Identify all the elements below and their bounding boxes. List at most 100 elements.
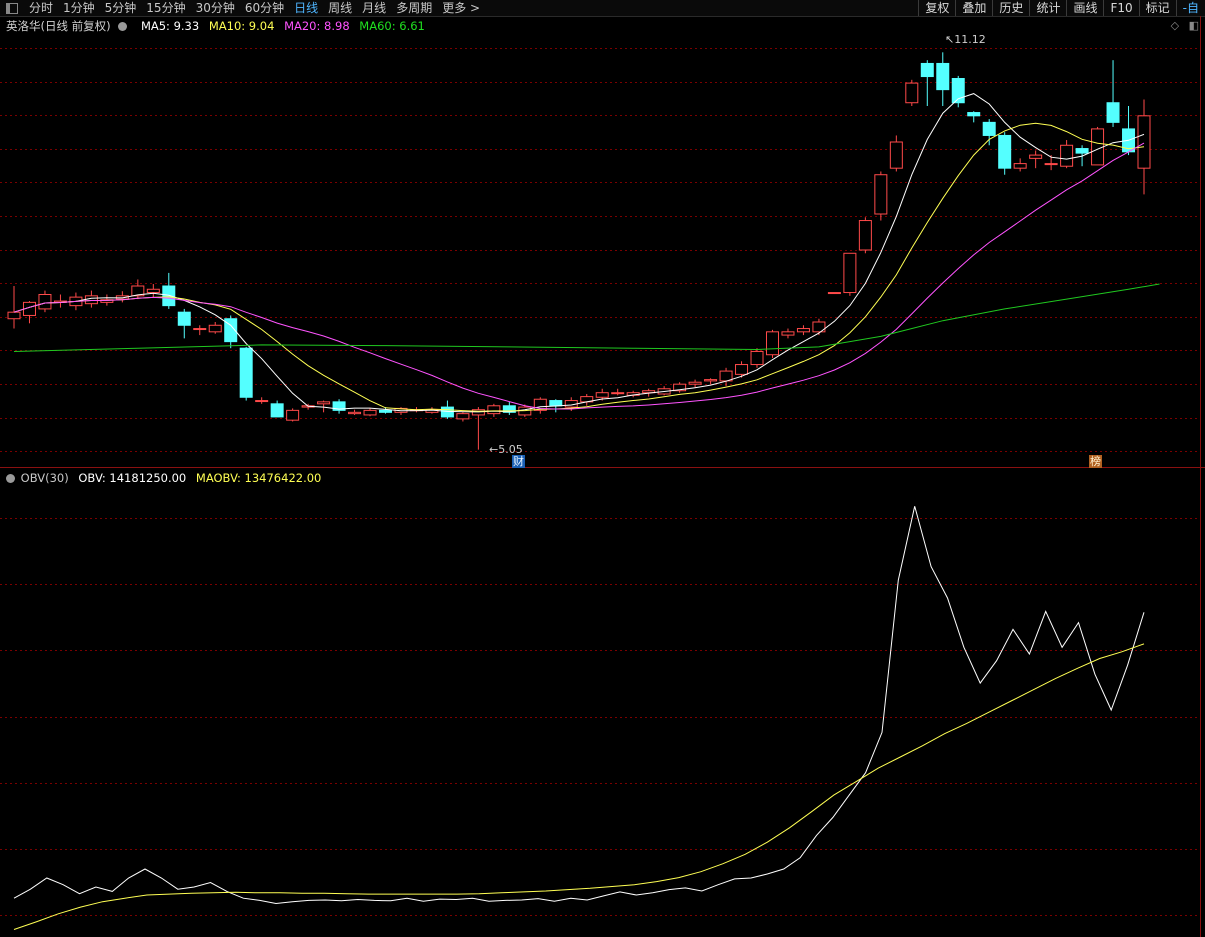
obv-lines [13,506,1145,930]
candle [905,79,919,106]
candle [920,60,934,106]
tab-15min[interactable]: 15分钟 [146,1,186,15]
candle-body [502,405,516,413]
mark-button[interactable]: 标记 [1138,0,1176,16]
tab-weekly[interactable]: 周线 [328,1,353,15]
ranking-badge[interactable]: 榜 [1089,455,1102,468]
candle [998,132,1012,175]
candle [673,382,687,393]
tab-1min[interactable]: 1分钟 [63,1,95,15]
candle-body [100,299,114,303]
custom-button[interactable]: -自 [1175,0,1205,16]
candle-body [1106,102,1120,123]
fuquan-button[interactable]: 复权 [918,0,955,16]
candle [348,409,362,415]
indicator-dot-icon[interactable] [6,474,15,483]
candle-body [704,379,718,382]
settings-dot-icon[interactable] [118,22,128,31]
candle-body [440,406,454,418]
candle-body [920,62,934,78]
candle [7,286,21,329]
candle-body [982,121,996,136]
candle-body [255,400,269,403]
candle [735,361,749,378]
draw-line-button[interactable]: 画线 [1066,0,1103,16]
tab-monthly[interactable]: 月线 [362,1,387,15]
obv-value: OBV: 14181250.00 [78,471,187,485]
tab-more[interactable]: 更多 > [442,1,481,15]
tab-5min[interactable]: 5分钟 [104,1,137,15]
tab-30min[interactable]: 30分钟 [195,1,235,15]
candle [936,52,950,106]
candle [812,318,826,336]
candle-body [1013,163,1027,169]
candle [533,397,547,414]
f10-button[interactable]: F10 [1103,0,1138,16]
candle [982,119,996,146]
maobv-value: MAOBV: 13476422.00 [195,471,322,485]
candle-body [487,405,501,415]
candle-body [611,392,625,395]
candle-body [998,134,1012,169]
tab-daily[interactable]: 日线 [294,1,319,15]
candle [487,403,501,417]
main-legend: 英洛华(日线 前复权) MA5: 9.33 MA10: 9.04 MA20: 8… [6,18,431,34]
candle-body [286,409,300,421]
ma60-value: MA60: 6.61 [359,19,425,33]
candle [286,408,300,422]
candle [719,367,733,387]
candle [38,290,52,313]
candle [22,301,36,324]
candle [239,346,253,401]
stats-button[interactable]: 统计 [1029,0,1066,16]
high-price-label: ↖11.12 [945,33,986,46]
candle-body [889,141,903,169]
diamond-icon[interactable]: ◇ [1170,19,1180,32]
candle [704,378,718,385]
candle [611,388,625,396]
candle-body [905,82,919,104]
candle-body [812,321,826,333]
candle [827,292,841,295]
candle-body [843,252,857,294]
candle-body [84,295,98,305]
moving-average-lines [13,93,1160,413]
candle [193,325,207,336]
obv-line [13,506,1145,905]
overlay-button[interactable]: 叠加 [955,0,992,16]
ma20-value: MA20: 8.98 [284,19,350,33]
candle-body [1029,154,1043,159]
candle-body [131,285,145,297]
grid-lines [0,16,1205,937]
obv-indicator-label: OBV(30) [20,471,69,485]
ma20-line [13,142,1145,410]
window-layout-icon[interactable] [6,2,18,14]
candle [858,217,872,254]
candle [502,401,516,415]
high-arrow-icon: ↖ [945,33,955,46]
tab-fenshi[interactable]: 分时 [29,1,54,15]
candle-body [827,292,841,295]
candle [471,407,485,450]
candle-body [379,409,393,413]
candle-body [967,112,981,117]
maximize-icon[interactable]: ◧ [1188,19,1199,32]
candle-body [549,400,563,407]
history-button[interactable]: 历史 [992,0,1029,16]
toolbar-right-buttons: 复权 叠加 历史 统计 画线 F10 标记 -自 [918,0,1205,16]
sub-legend: OBV(30) OBV: 14181250.00 MAOBV: 13476422… [6,470,327,486]
candle [53,294,67,308]
finance-badge[interactable]: 财 [512,455,525,468]
candle-body [936,62,950,91]
tab-multi-period[interactable]: 多周期 [396,1,433,15]
candle-body [348,411,362,415]
candle-body [456,413,470,420]
candle [580,394,594,406]
period-tabs: 分时 1分钟 5分钟 15分钟 30分钟 60分钟 日线 周线 月线 多周期 更… [24,0,485,16]
candle [1091,126,1105,166]
tab-60min[interactable]: 60分钟 [244,1,285,15]
candle-body [765,331,779,356]
candle [146,284,160,298]
candle-body [688,381,702,385]
